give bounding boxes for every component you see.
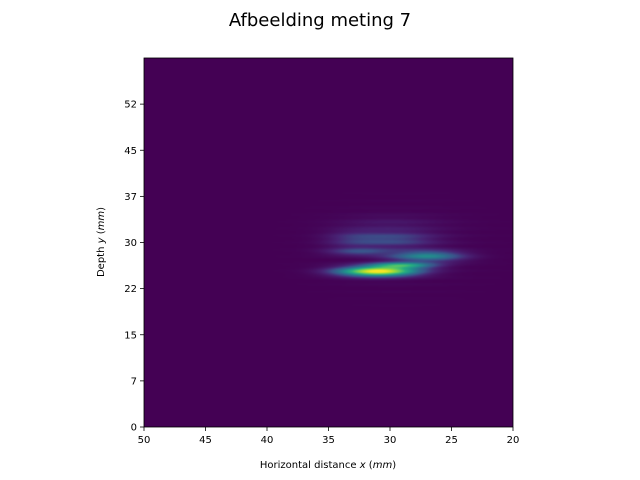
x-axis-label-main: Horizontal distance — [260, 460, 360, 471]
x-tick-label: 35 — [322, 435, 335, 446]
chart-title: Afbeelding meting 7 — [229, 10, 411, 31]
x-tick-label: 20 — [507, 435, 520, 446]
y-axis-ticks: 0 7 15 22 30 37 45 52 — [124, 100, 144, 434]
y-tick-label: 15 — [124, 330, 137, 341]
x-axis-label-unit-open: ( — [366, 460, 373, 471]
heatmap-image — [144, 58, 513, 427]
plot-area — [143, 57, 514, 428]
y-tick-label: 37 — [124, 192, 137, 203]
y-axis-label-var: y — [96, 236, 107, 244]
x-axis-ticks: 50 45 40 35 30 25 20 — [138, 427, 520, 446]
y-tick-label: 22 — [124, 284, 137, 295]
x-axis-label-unit-close: ) — [392, 460, 396, 471]
y-tick-label: 52 — [124, 100, 137, 111]
y-axis-label-main: Depth — [96, 243, 107, 277]
x-axis-label: Horizontal distance x (mm) — [260, 460, 396, 471]
y-tick-label: 0 — [131, 423, 137, 434]
y-axis-label-unit: mm — [96, 211, 107, 231]
x-tick-label: 40 — [261, 435, 274, 446]
y-axis-label-unit-open: ( — [96, 230, 107, 237]
y-tick-label: 30 — [124, 238, 137, 249]
x-tick-label: 30 — [384, 435, 397, 446]
x-axis-label-var: x — [359, 460, 366, 471]
x-tick-label: 50 — [138, 435, 151, 446]
y-tick-label: 45 — [124, 146, 137, 157]
x-tick-label: 25 — [445, 435, 458, 446]
x-axis-label-unit: mm — [373, 460, 393, 471]
x-tick-label: 45 — [199, 435, 212, 446]
y-axis-label: Depth y (mm) — [96, 207, 107, 277]
y-tick-label: 7 — [131, 376, 137, 387]
y-axis-label-unit-close: ) — [96, 207, 107, 211]
